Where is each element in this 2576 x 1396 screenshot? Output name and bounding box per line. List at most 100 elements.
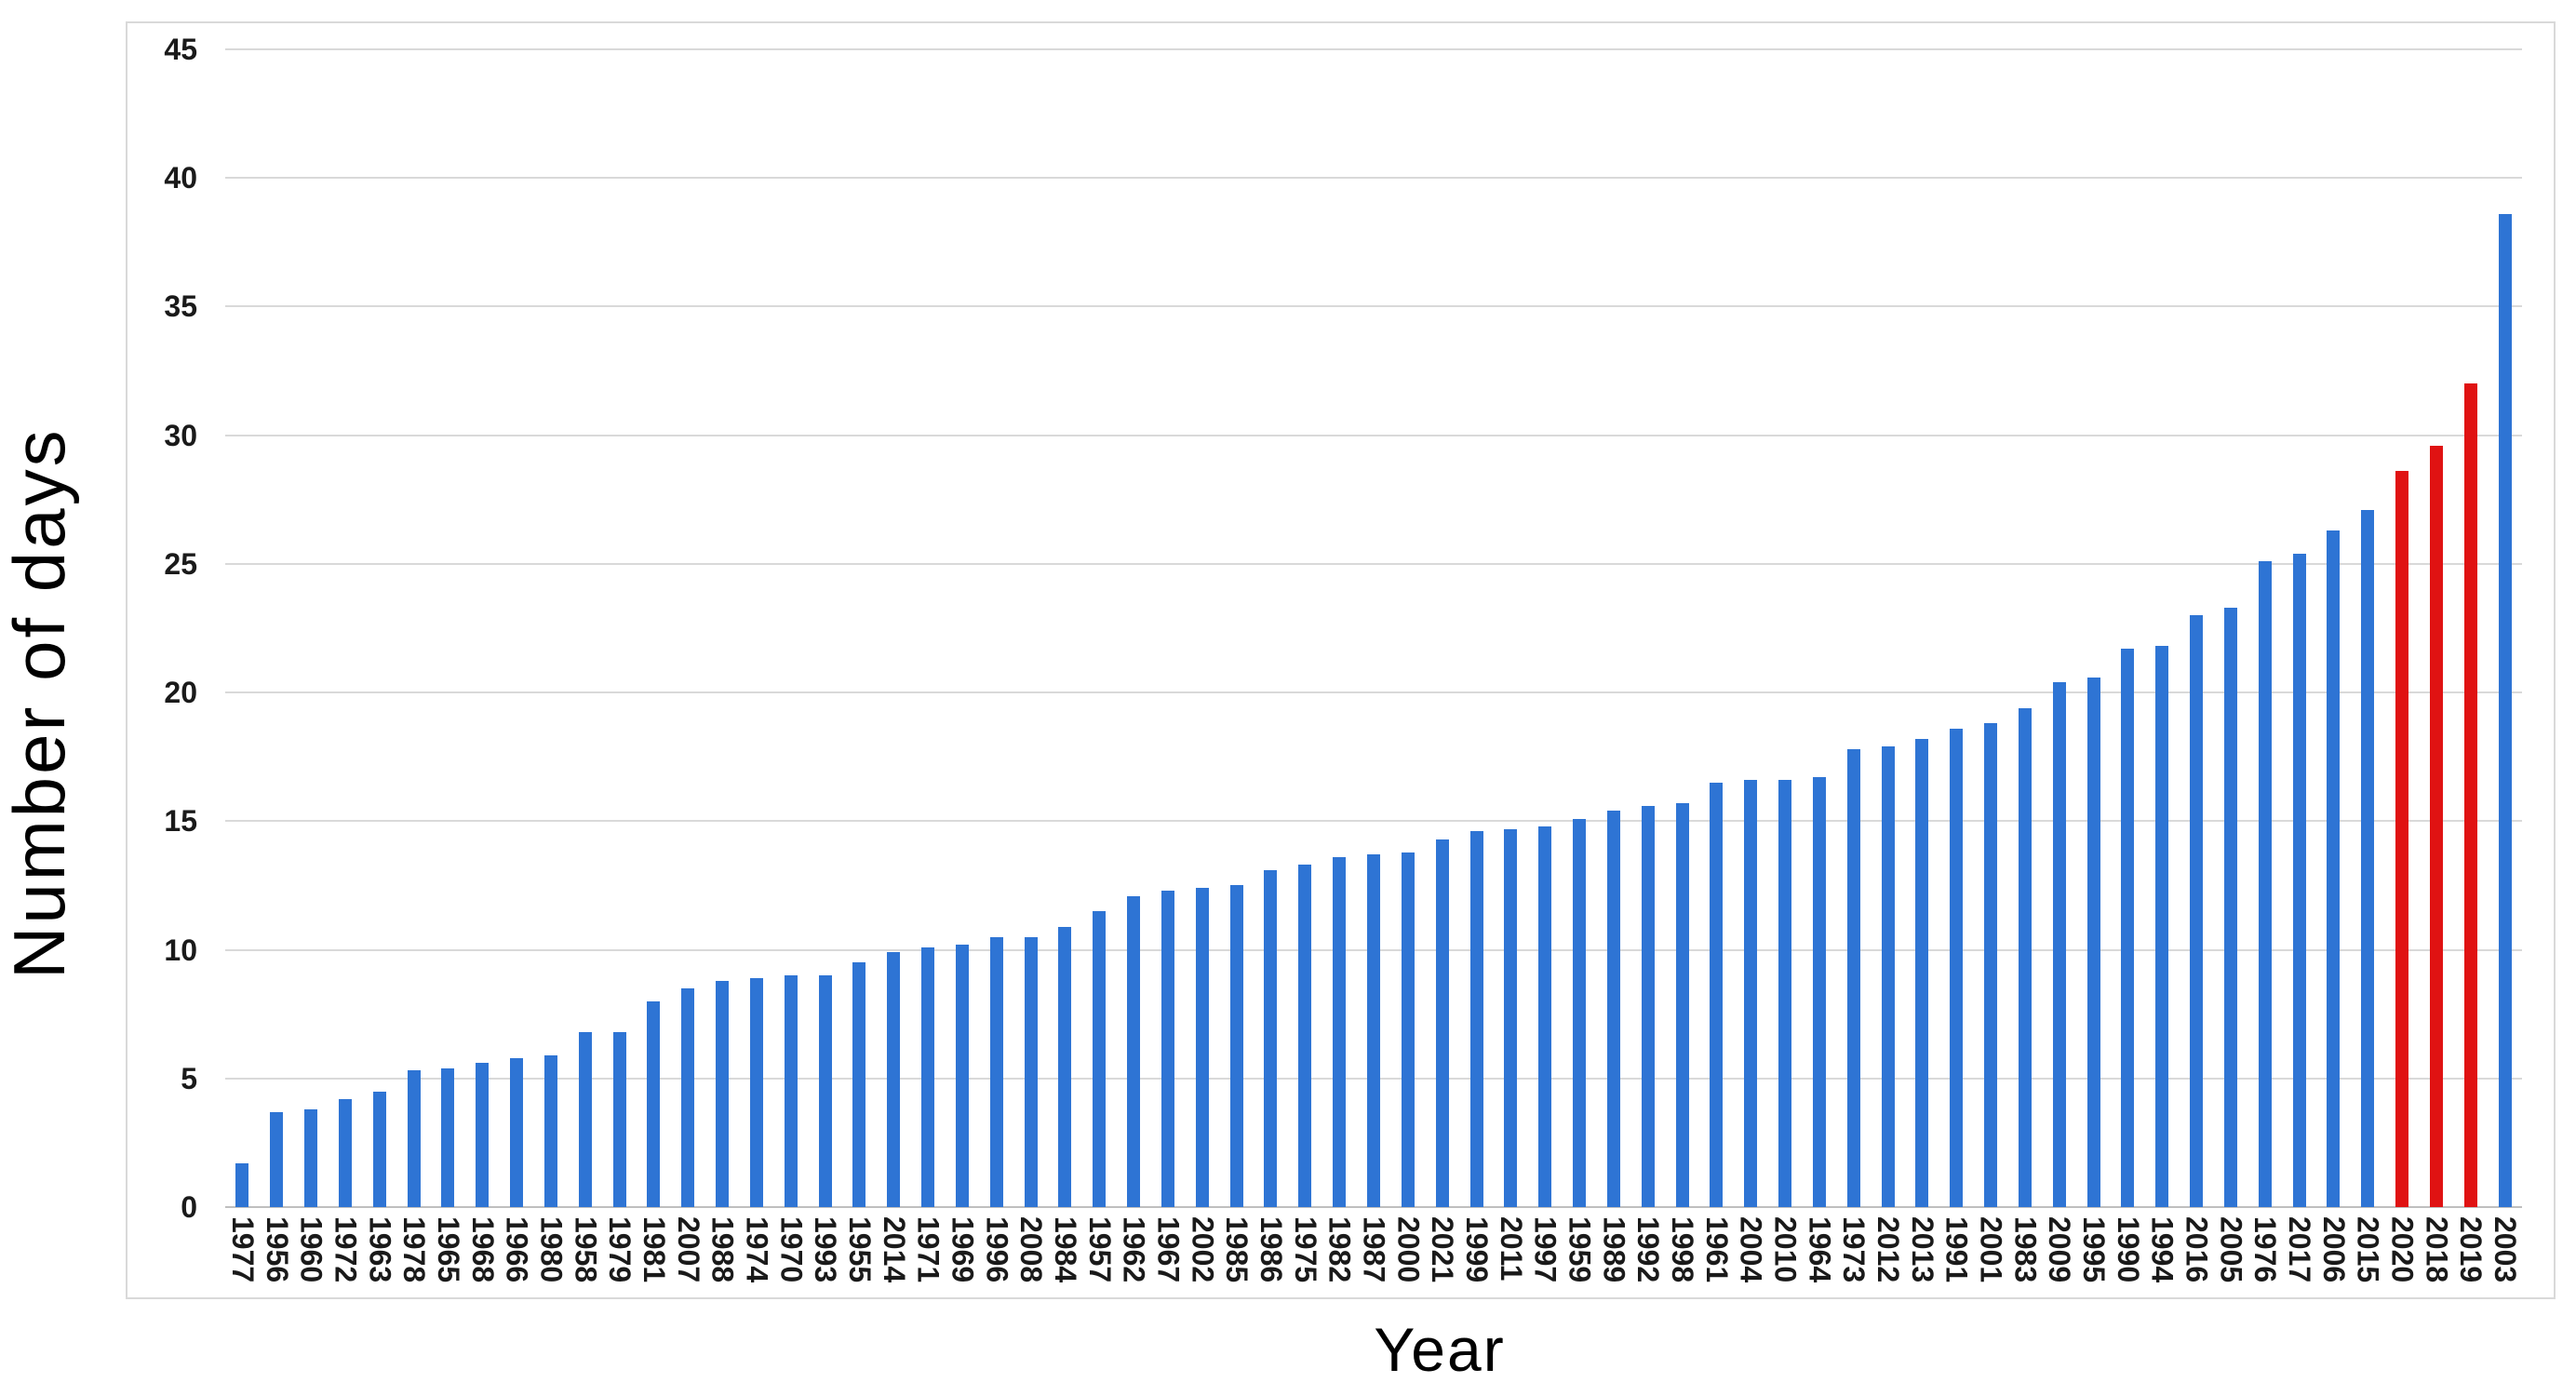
x-tick-label-1970: 1970 bbox=[774, 1216, 809, 1283]
bar-1996 bbox=[989, 936, 1003, 1207]
x-tick-label-1986: 1986 bbox=[1254, 1216, 1288, 1283]
x-tick-label-1979: 1979 bbox=[603, 1216, 637, 1283]
x-tick-label-1973: 1973 bbox=[1837, 1216, 1872, 1283]
gridline-y-15 bbox=[225, 820, 2522, 823]
x-tick-label-2018: 2018 bbox=[2420, 1216, 2454, 1283]
bar-2007 bbox=[681, 988, 695, 1207]
bar-1964 bbox=[1812, 777, 1826, 1207]
bar-1962 bbox=[1127, 895, 1141, 1207]
x-tick-label-1966: 1966 bbox=[500, 1216, 534, 1283]
x-tick-label-1967: 1967 bbox=[1151, 1216, 1186, 1283]
bar-1995 bbox=[2086, 677, 2100, 1207]
bar-2012 bbox=[1881, 746, 1895, 1207]
bar-2013 bbox=[1915, 738, 1929, 1207]
x-tick-label-1959: 1959 bbox=[1563, 1216, 1597, 1283]
x-tick-label-1985: 1985 bbox=[1220, 1216, 1254, 1283]
bar-1972 bbox=[338, 1098, 352, 1207]
bar-2015 bbox=[2361, 509, 2375, 1207]
bar-1993 bbox=[818, 975, 832, 1207]
x-tick-label-1958: 1958 bbox=[569, 1216, 603, 1283]
x-tick-label-1982: 1982 bbox=[1322, 1216, 1357, 1283]
x-tick-label-2008: 2008 bbox=[1014, 1216, 1049, 1283]
bar-1998 bbox=[1675, 802, 1689, 1207]
bar-1992 bbox=[1641, 805, 1655, 1207]
bar-2016 bbox=[2190, 615, 2204, 1207]
y-tick-label-25: 25 bbox=[164, 546, 197, 581]
x-tick-label-1993: 1993 bbox=[809, 1216, 843, 1283]
gridline-y-35 bbox=[225, 305, 2522, 308]
x-tick-label-2012: 2012 bbox=[1872, 1216, 1906, 1283]
x-tick-label-1983: 1983 bbox=[2008, 1216, 2043, 1283]
bar-1986 bbox=[1264, 869, 1278, 1207]
x-tick-label-1992: 1992 bbox=[1631, 1216, 1666, 1283]
x-tick-label-1963: 1963 bbox=[363, 1216, 397, 1283]
bar-1955 bbox=[852, 962, 866, 1207]
x-tick-label-2007: 2007 bbox=[671, 1216, 705, 1283]
bar-1957 bbox=[1093, 911, 1107, 1207]
bar-2020 bbox=[2395, 471, 2409, 1207]
x-tick-label-1972: 1972 bbox=[329, 1216, 363, 1283]
bar-2004 bbox=[1744, 780, 1758, 1207]
y-tick-label-45: 45 bbox=[164, 33, 197, 66]
x-tick-label-2020: 2020 bbox=[2385, 1216, 2420, 1283]
x-tick-label-1969: 1969 bbox=[946, 1216, 980, 1283]
bar-1991 bbox=[1950, 728, 1964, 1207]
bar-1975 bbox=[1298, 865, 1312, 1207]
bar-2021 bbox=[1435, 839, 1449, 1207]
x-tick-label-1977: 1977 bbox=[225, 1216, 260, 1283]
x-tick-label-2011: 2011 bbox=[1494, 1216, 1528, 1282]
bar-1978 bbox=[407, 1070, 421, 1207]
x-tick-label-1987: 1987 bbox=[1357, 1216, 1391, 1283]
x-tick-label-2002: 2002 bbox=[1186, 1216, 1220, 1283]
bar-1965 bbox=[441, 1067, 455, 1207]
bar-1969 bbox=[955, 945, 969, 1207]
bar-2005 bbox=[2223, 607, 2237, 1207]
bar-1999 bbox=[1469, 831, 1483, 1207]
x-tick-label-2015: 2015 bbox=[2351, 1216, 2385, 1283]
x-tick-label-1962: 1962 bbox=[1117, 1216, 1151, 1283]
x-tick-label-2005: 2005 bbox=[2214, 1216, 2248, 1283]
x-tick-label-1961: 1961 bbox=[1699, 1216, 1734, 1283]
x-tick-label-1960: 1960 bbox=[294, 1216, 329, 1283]
bar-1963 bbox=[372, 1091, 386, 1207]
bar-1973 bbox=[1846, 748, 1860, 1207]
bar-2002 bbox=[1195, 888, 1209, 1207]
y-tick-label-15: 15 bbox=[164, 804, 197, 839]
x-tick-label-2010: 2010 bbox=[1768, 1216, 1803, 1283]
bar-1988 bbox=[716, 980, 730, 1207]
bar-1981 bbox=[647, 1000, 661, 1207]
x-tick-label-1994: 1994 bbox=[2145, 1216, 2180, 1283]
bar-1979 bbox=[612, 1032, 626, 1207]
gridline-y-25 bbox=[225, 562, 2522, 565]
x-tick-label-2003: 2003 bbox=[2489, 1216, 2523, 1283]
x-tick-label-2017: 2017 bbox=[2283, 1216, 2317, 1283]
bar-1974 bbox=[749, 977, 763, 1207]
bar-1997 bbox=[1538, 826, 1552, 1207]
bar-1984 bbox=[1058, 926, 1072, 1207]
bar-2017 bbox=[2292, 553, 2306, 1207]
bar-1982 bbox=[1333, 857, 1347, 1207]
gridline-y-30 bbox=[225, 434, 2522, 436]
bar-1977 bbox=[235, 1163, 249, 1207]
x-tick-label-1998: 1998 bbox=[1666, 1216, 1700, 1283]
x-tick-label-1981: 1981 bbox=[637, 1216, 671, 1283]
x-tick-label-1964: 1964 bbox=[1803, 1216, 1837, 1283]
x-tick-label-1980: 1980 bbox=[534, 1216, 569, 1283]
x-tick-label-1988: 1988 bbox=[705, 1216, 740, 1283]
bar-1966 bbox=[510, 1057, 524, 1207]
x-axis-line bbox=[225, 1206, 2522, 1208]
bar-2014 bbox=[887, 952, 901, 1207]
bar-1980 bbox=[543, 1054, 557, 1207]
x-tick-label-1975: 1975 bbox=[1288, 1216, 1322, 1283]
bar-1960 bbox=[304, 1108, 318, 1207]
bar-2001 bbox=[1984, 723, 1998, 1207]
bar-2011 bbox=[1504, 828, 1518, 1207]
x-tick-label-1984: 1984 bbox=[1048, 1216, 1082, 1283]
x-tick-label-1991: 1991 bbox=[1939, 1216, 1974, 1283]
bar-1985 bbox=[1229, 885, 1243, 1207]
x-tick-label-2004: 2004 bbox=[1734, 1216, 1768, 1283]
x-axis-title: Year bbox=[1374, 1315, 1506, 1384]
y-tick-label-5: 5 bbox=[181, 1061, 197, 1095]
x-tick-label-2006: 2006 bbox=[2316, 1216, 2351, 1283]
bar-1959 bbox=[1573, 818, 1586, 1207]
